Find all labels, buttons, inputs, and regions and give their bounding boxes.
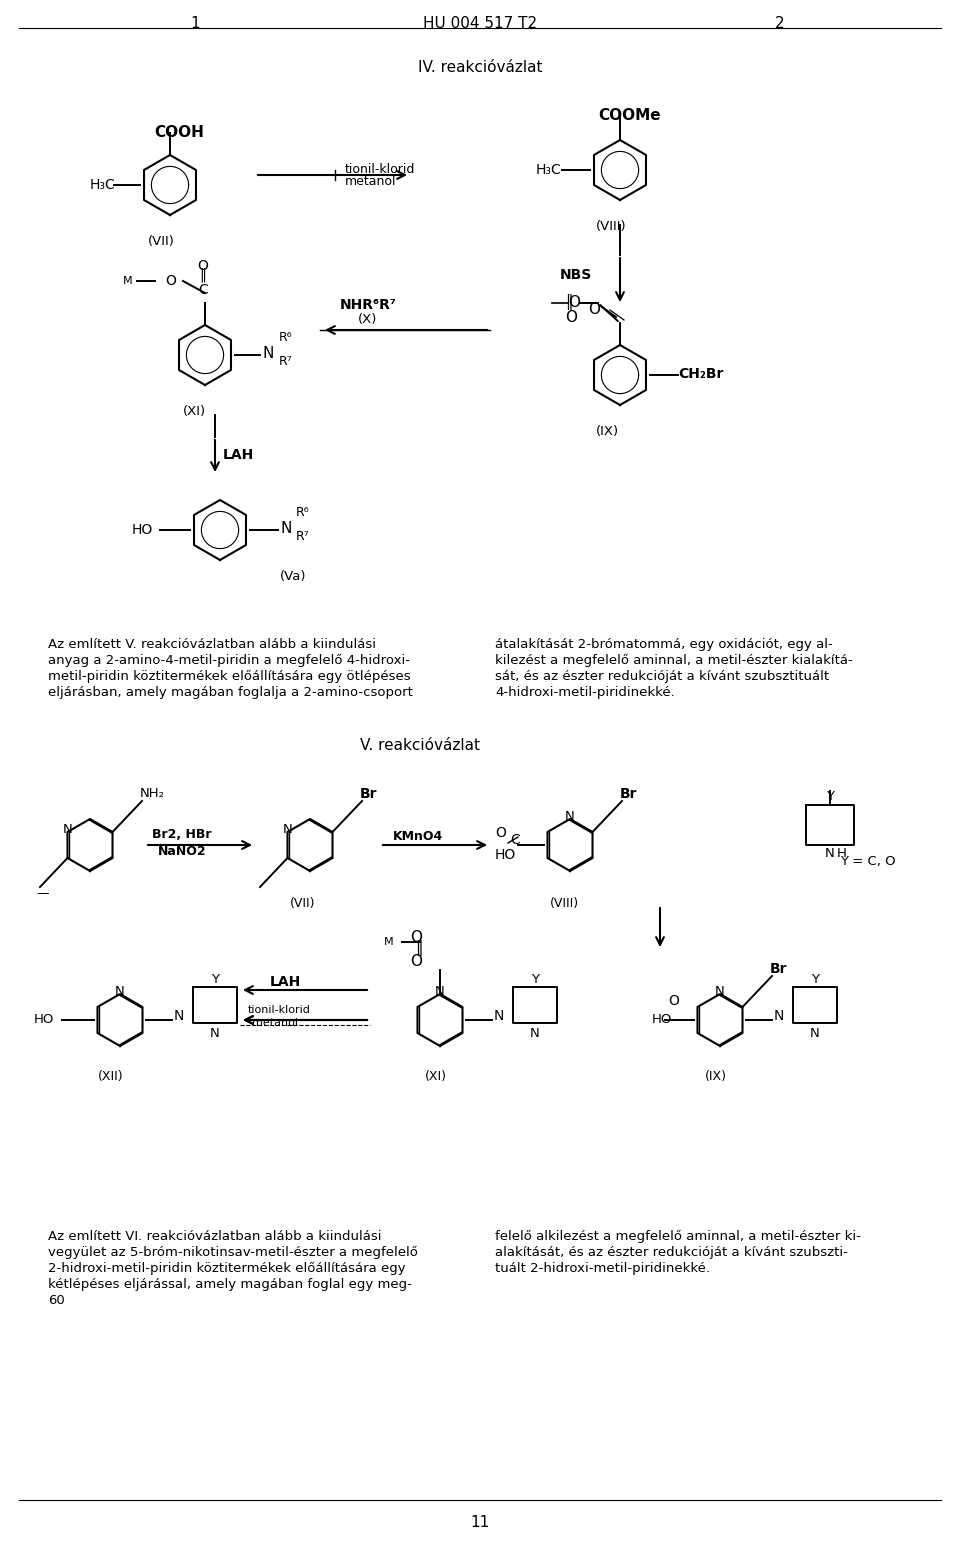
Text: sát, és az észter redukcióját a kívánt szubsztituált: sát, és az észter redukcióját a kívánt s…	[495, 670, 829, 683]
Text: N: N	[62, 823, 72, 835]
Text: LAH: LAH	[223, 448, 254, 462]
Text: N: N	[774, 1009, 784, 1023]
Text: kilezést a megfelelő aminnal, a metil-észter kialakítá-: kilezést a megfelelő aminnal, a metil-és…	[495, 653, 852, 667]
Text: átalakítását 2-brómatommá, egy oxidációt, egy al-: átalakítását 2-brómatommá, egy oxidációt…	[495, 638, 832, 650]
Text: NaNO2: NaNO2	[158, 844, 206, 858]
Text: COOH: COOH	[154, 125, 204, 140]
Text: (XI): (XI)	[183, 405, 206, 418]
Text: tionil-klorid: tionil-klorid	[248, 1005, 311, 1016]
Text: HO: HO	[495, 848, 516, 861]
Text: metil-piridin köztitermékek előállítására egy ötlépéses: metil-piridin köztitermékek előállításár…	[48, 670, 411, 683]
Text: 2: 2	[775, 15, 785, 31]
Text: 11: 11	[470, 1515, 490, 1530]
Text: O: O	[495, 826, 506, 840]
Text: Br: Br	[770, 962, 787, 975]
Text: 1: 1	[190, 15, 200, 31]
Text: (VII): (VII)	[148, 234, 175, 248]
Text: R⁷: R⁷	[279, 354, 293, 368]
Text: H₃C: H₃C	[536, 163, 562, 177]
Text: N: N	[280, 521, 292, 536]
Text: COOMe: COOMe	[598, 108, 660, 123]
Text: (XII): (XII)	[98, 1069, 124, 1083]
Text: N: N	[825, 848, 835, 860]
Text: C: C	[198, 284, 208, 297]
Text: Az említett VI. reakcióvázlatban alább a kiindulási: Az említett VI. reakcióvázlatban alább a…	[48, 1230, 381, 1244]
Text: 2-hidroxi-metil-piridin köztitermékek előállítására egy: 2-hidroxi-metil-piridin köztitermékek el…	[48, 1262, 406, 1274]
Text: N: N	[263, 345, 275, 361]
Text: Y: Y	[811, 972, 819, 986]
Text: (XI): (XI)	[425, 1069, 447, 1083]
Text: (VII): (VII)	[290, 897, 316, 911]
Text: R⁷: R⁷	[296, 530, 310, 542]
Text: O: O	[165, 274, 176, 288]
Text: (IX): (IX)	[705, 1069, 727, 1083]
Text: vegyület az 5-bróm-nikotinsav-metil-észter a megfelelő: vegyület az 5-bróm-nikotinsav-metil-észt…	[48, 1247, 418, 1259]
Text: tionil-klorid: tionil-klorid	[345, 163, 416, 176]
Text: C: C	[510, 834, 519, 848]
Text: N: N	[565, 809, 575, 823]
Text: CH₂Br: CH₂Br	[678, 367, 724, 381]
Text: 4-hidroxi-metil-piridinekké.: 4-hidroxi-metil-piridinekké.	[495, 686, 675, 700]
Text: metanol: metanol	[252, 1019, 298, 1028]
Text: N: N	[115, 985, 125, 997]
Text: alakítását, és az észter redukcióját a kívánt szubszti-: alakítását, és az észter redukcióját a k…	[495, 1247, 848, 1259]
Text: O: O	[588, 302, 600, 317]
Text: N: N	[174, 1009, 184, 1023]
Text: N: N	[530, 1026, 540, 1040]
Text: eljárásban, amely magában foglalja a 2-amino-csoport: eljárásban, amely magában foglalja a 2-a…	[48, 686, 413, 700]
Text: anyag a 2-amino-4-metil-piridin a megfelelő 4-hidroxi-: anyag a 2-amino-4-metil-piridin a megfel…	[48, 653, 410, 667]
Text: metanol: metanol	[345, 176, 396, 188]
Text: M: M	[384, 937, 394, 948]
Text: (Va): (Va)	[280, 570, 306, 582]
Text: Br: Br	[360, 787, 377, 801]
Text: IV. reakcióvázlat: IV. reakcióvázlat	[418, 60, 542, 76]
Text: N: N	[494, 1009, 504, 1023]
Text: ‖: ‖	[200, 268, 206, 282]
Text: NBS: NBS	[560, 268, 592, 282]
Text: M: M	[123, 276, 132, 287]
Text: (IX): (IX)	[596, 425, 619, 438]
Text: N: N	[282, 823, 292, 835]
Text: R⁶: R⁶	[296, 505, 310, 519]
Text: ‖: ‖	[415, 940, 422, 955]
Text: (VIII): (VIII)	[550, 897, 579, 911]
Text: N: N	[435, 985, 444, 997]
Text: O: O	[565, 310, 577, 325]
Text: HU 004 517 T2: HU 004 517 T2	[423, 15, 537, 31]
Text: Y: Y	[531, 972, 539, 986]
Text: V. reakcióvázlat: V. reakcióvázlat	[360, 738, 480, 754]
Text: (VIII): (VIII)	[596, 220, 627, 233]
Text: —: —	[36, 888, 49, 900]
Text: Y: Y	[826, 791, 834, 803]
Text: (X): (X)	[358, 313, 377, 327]
Text: 60: 60	[48, 1294, 64, 1307]
Text: Y = C, O: Y = C, O	[840, 855, 896, 868]
Text: ‖: ‖	[565, 294, 572, 310]
Text: R⁶: R⁶	[279, 331, 293, 344]
Text: O: O	[410, 931, 422, 945]
Text: H₃C: H₃C	[90, 179, 116, 193]
Text: KMnO4: KMnO4	[393, 831, 444, 843]
Text: O: O	[668, 994, 679, 1008]
Text: Br2, HBr: Br2, HBr	[152, 828, 211, 841]
Text: Y: Y	[211, 972, 219, 986]
Text: HO: HO	[132, 522, 154, 536]
Text: kétlépéses eljárással, amely magában foglal egy meg-: kétlépéses eljárással, amely magában fog…	[48, 1277, 412, 1291]
Text: tuált 2-hidroxi-metil-piridinekké.: tuált 2-hidroxi-metil-piridinekké.	[495, 1262, 710, 1274]
Text: N: N	[810, 1026, 820, 1040]
Text: HO: HO	[652, 1012, 672, 1026]
Text: N: N	[210, 1026, 220, 1040]
Text: HO: HO	[34, 1012, 55, 1026]
Text: NH₂: NH₂	[140, 787, 165, 800]
Text: Br: Br	[620, 787, 637, 801]
Text: O: O	[568, 294, 580, 310]
Text: O: O	[198, 259, 208, 273]
Text: LAH: LAH	[270, 975, 301, 989]
Text: O: O	[410, 954, 422, 969]
Text: felelő alkilezést a megfelelő aminnal, a metil-észter ki-: felelő alkilezést a megfelelő aminnal, a…	[495, 1230, 861, 1244]
Text: N: N	[715, 985, 725, 997]
Text: NHR⁶R⁷: NHR⁶R⁷	[340, 297, 397, 311]
Text: H: H	[837, 848, 847, 860]
Text: Az említett V. reakcióvázlatban alább a kiindulási: Az említett V. reakcióvázlatban alább a …	[48, 638, 376, 650]
